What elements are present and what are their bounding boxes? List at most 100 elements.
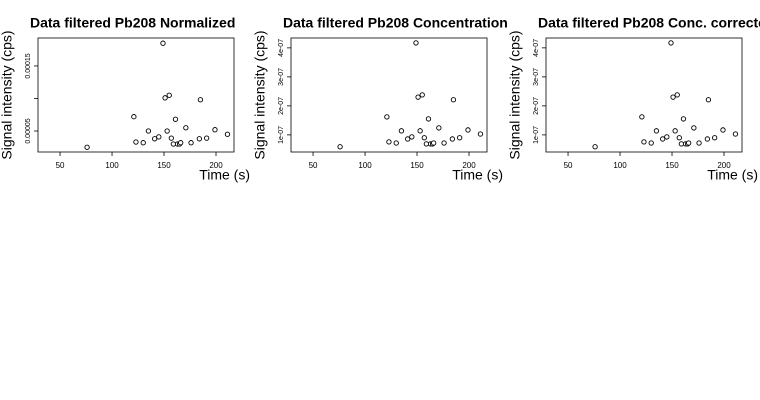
data-point	[337, 144, 343, 150]
y-tick-label: 0.00015	[25, 53, 32, 78]
x-tick-label: 200	[209, 161, 223, 170]
data-point	[705, 97, 712, 103]
data-point	[386, 139, 392, 145]
x-tick-label: 200	[462, 161, 476, 170]
data-point	[188, 140, 194, 146]
data-point	[419, 92, 425, 98]
data-point	[84, 144, 90, 150]
data-point	[421, 135, 427, 141]
data-point	[680, 116, 687, 122]
data-point	[732, 131, 739, 137]
x-tick-label: 150	[665, 161, 679, 170]
data-point	[224, 131, 231, 137]
y-axis-label: Signal intensity (cps)	[252, 30, 268, 159]
y-tick-label: 1e-07	[533, 126, 540, 144]
y-tick-label: 1e-07	[278, 126, 285, 144]
data-point	[178, 140, 184, 146]
data-point	[457, 135, 463, 141]
x-tick-label: 200	[717, 161, 731, 170]
data-point	[660, 136, 666, 142]
data-point	[639, 114, 645, 120]
data-point	[152, 136, 158, 142]
x-tick-label: 100	[358, 161, 372, 170]
x-tick-label: 150	[157, 161, 171, 170]
data-point	[641, 139, 647, 145]
data-point	[196, 136, 203, 142]
data-point	[166, 92, 172, 98]
data-point	[653, 128, 660, 134]
plot-box	[290, 37, 488, 153]
data-point	[674, 92, 680, 98]
x-tick-label: 50	[564, 161, 573, 170]
chart-title: Data filtered Pb208 Conc. corrected	[538, 15, 760, 31]
data-point	[592, 144, 598, 150]
data-point	[415, 94, 421, 100]
chart-title: Data filtered Pb208 Concentration	[283, 15, 508, 31]
panel: Data filtered Pb208 Normalized 50 100 150 20…	[0, 15, 250, 183]
x-axis-label: Time (s)	[707, 167, 758, 183]
x-axis-label: Time (s)	[199, 167, 250, 183]
data-point	[160, 40, 166, 46]
data-point	[696, 140, 702, 146]
data-point	[413, 40, 419, 46]
data-point	[156, 134, 162, 140]
data-point	[405, 136, 411, 142]
data-point	[409, 134, 415, 140]
data-point	[431, 140, 437, 146]
data-point	[204, 135, 210, 141]
data-point	[212, 127, 218, 133]
data-point	[162, 95, 168, 101]
data-point	[131, 114, 137, 120]
data-point	[450, 97, 457, 103]
x-tick-label: 50	[309, 161, 318, 170]
y-tick-label: 2e-07	[278, 97, 285, 115]
data-point	[465, 127, 471, 133]
data-point	[676, 135, 682, 141]
data-point	[145, 128, 152, 134]
x-tick-label: 100	[613, 161, 627, 170]
data-point	[477, 131, 484, 137]
data-point	[197, 97, 204, 103]
data-point	[168, 135, 174, 141]
data-point	[668, 40, 674, 46]
data-point	[140, 140, 146, 146]
data-point	[672, 128, 678, 134]
data-point	[398, 128, 405, 134]
y-tick-label: 0.00005	[25, 118, 32, 143]
y-tick-label: 3e-07	[533, 68, 540, 86]
y-axis-label: Signal intensity (cps)	[507, 30, 523, 159]
chart-title: Data filtered Pb208 Normalized	[30, 15, 235, 31]
data-point	[384, 114, 390, 120]
x-tick-label: 150	[410, 161, 424, 170]
panel: Data filtered Pb208 Concentration 50 100 15…	[252, 15, 508, 183]
data-point	[417, 128, 423, 134]
data-point	[183, 125, 189, 131]
plot-box	[37, 37, 235, 153]
x-tick-label: 100	[105, 161, 119, 170]
y-tick-label: 2e-07	[533, 97, 540, 115]
data-point	[712, 135, 718, 141]
data-point	[164, 128, 170, 134]
plot-box	[545, 37, 743, 153]
y-axis-label: Signal intensity (cps)	[0, 30, 15, 159]
y-tick-label: 4e-07	[278, 39, 285, 57]
panel: Data filtered Pb208 Conc. corrected 50 100…	[507, 15, 760, 183]
x-tick-label: 50	[56, 161, 65, 170]
data-point	[686, 140, 692, 146]
data-point	[133, 139, 139, 145]
data-point	[436, 125, 442, 131]
x-axis-label: Time (s)	[452, 167, 503, 183]
data-point	[664, 134, 670, 140]
data-point	[704, 136, 711, 142]
data-point	[449, 136, 456, 142]
y-tick-label: 4e-07	[533, 39, 540, 57]
y-tick-label: 3e-07	[278, 68, 285, 86]
data-point	[441, 140, 447, 146]
data-point	[648, 140, 654, 146]
data-point	[691, 125, 697, 131]
data-point	[172, 116, 179, 122]
data-point	[393, 140, 399, 146]
data-point	[720, 127, 726, 133]
